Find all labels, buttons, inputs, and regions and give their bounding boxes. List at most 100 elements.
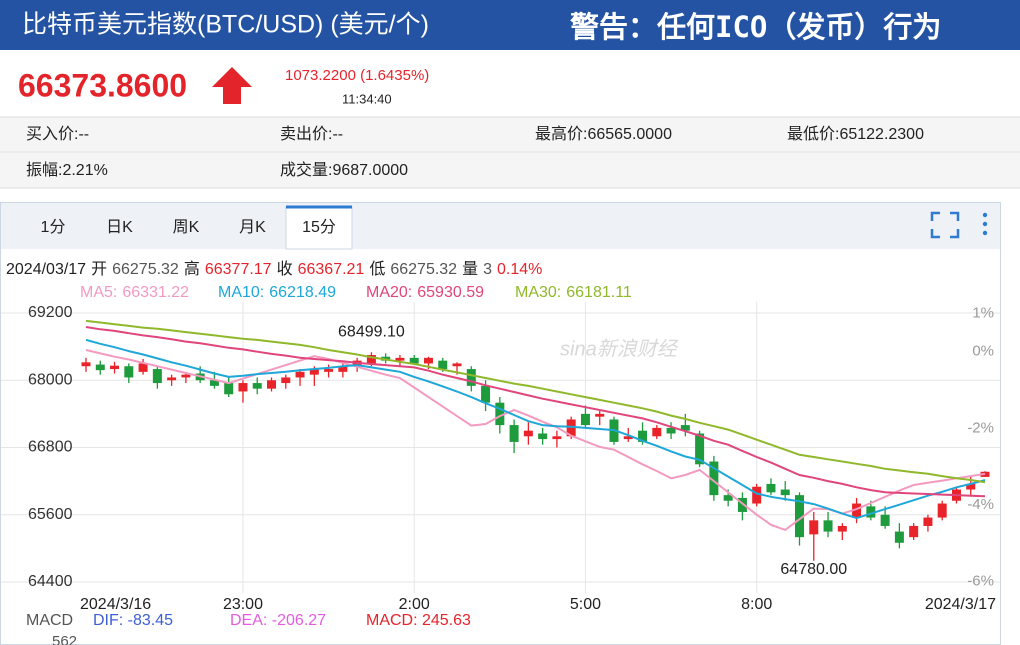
candle-body — [566, 419, 576, 437]
x-tick-label: 2024/3/16 — [80, 596, 151, 613]
y2-tick-label: -2% — [967, 419, 994, 436]
candle-body — [267, 380, 277, 389]
tab-label[interactable]: 1分 — [41, 218, 66, 236]
candle-body — [809, 520, 819, 535]
x-tick-label: 2:00 — [399, 596, 430, 613]
notice: 警告：任何ICO（发币）行为 — [570, 10, 941, 44]
bar-info-item: 低 — [369, 260, 385, 278]
x-tick-label: 5:00 — [570, 596, 601, 613]
candle-body — [438, 360, 448, 370]
legend-name: MA10: — [218, 284, 264, 301]
candle-body — [295, 371, 305, 378]
legend-name: MA30: — [515, 284, 561, 301]
candle-body — [152, 369, 162, 384]
stat: 最低价:65122.2300 — [787, 125, 924, 143]
candle-body — [366, 355, 376, 364]
x-tick-label: 8:00 — [741, 596, 772, 613]
x-tick-label: 2024/3/17 — [925, 596, 996, 613]
legend-value: 66331.22 — [122, 284, 189, 301]
stat: 振幅:2.21% — [26, 161, 108, 179]
candle-body — [81, 362, 91, 367]
candle-body — [852, 503, 862, 518]
candle-body — [652, 427, 662, 437]
candle-body — [837, 525, 847, 532]
tab-label[interactable]: 月K — [239, 219, 266, 236]
candle-body — [523, 430, 533, 437]
candle-body — [723, 495, 733, 501]
y2-tick-label: -6% — [967, 573, 994, 590]
x-tick-label: 23:00 — [223, 596, 263, 613]
bar-info-item: 66275.32 — [390, 261, 457, 278]
bar-info-item: 66367.21 — [298, 261, 365, 278]
watermark: sina新浪财经 — [560, 338, 679, 360]
candle-body — [695, 433, 705, 465]
bar-info-item: 0.14% — [497, 261, 542, 278]
tab-bar — [1, 203, 1000, 249]
bar-info-item: 开 — [91, 261, 107, 278]
candle-body — [737, 497, 747, 512]
quote-time: 11:34:40 — [342, 91, 392, 106]
candle-body — [666, 427, 676, 434]
stat: 卖出价:-- — [280, 125, 343, 143]
macd-title: MACD — [26, 612, 73, 629]
candle-body — [709, 461, 719, 496]
candle-body — [167, 377, 177, 381]
y-tick-label: 66800 — [28, 439, 73, 456]
low-annotation: 64780.00 — [780, 561, 847, 578]
candle-body — [409, 357, 419, 364]
plot: 64400 65600 66800 68000 69200 1% 0% -2% -4% -6% 20… — [1, 301, 1000, 613]
bar-info-item: 66377.17 — [205, 261, 272, 278]
bar-info-item: 3 — [483, 261, 492, 278]
candle-body — [966, 483, 976, 490]
bar-info-item: 收 — [277, 260, 293, 278]
legend-value: 66181.11 — [566, 284, 632, 301]
candle-body — [452, 363, 462, 367]
candle-body — [623, 436, 633, 440]
tab-label[interactable]: 周K — [173, 219, 200, 236]
bar-info-item: 量 — [462, 261, 478, 278]
stats: 买入价:-- 卖出价:-- 最高价:66565.0000 最低价:65122.2300… — [26, 125, 924, 179]
candle-body — [937, 503, 947, 518]
candle-body — [224, 383, 234, 395]
y-tick-label: 65600 — [28, 506, 73, 523]
candle-body — [880, 514, 890, 526]
y2-tick-label: -4% — [967, 496, 994, 513]
candle-body — [110, 365, 120, 370]
candle-body — [894, 531, 904, 543]
bar-info-item: 2024/03/17 — [6, 261, 86, 278]
candle-body — [552, 436, 562, 440]
fullscreen-icon[interactable] — [930, 211, 960, 239]
bar-info: 2024/03/17 开 66275.32 高 66377.17 收 66367.21 低 66… — [6, 260, 632, 301]
macd-dif: DIF: -83.45 — [93, 612, 173, 629]
ma-line — [85, 319, 986, 484]
candle-body — [281, 377, 291, 384]
candle-body — [638, 430, 648, 442]
candle-body — [823, 520, 833, 532]
page-title: 比特币美元指数(BTC/USD) (美元/个) — [22, 11, 429, 39]
candle-body — [124, 366, 134, 378]
active-tab — [285, 206, 353, 250]
candle-body — [509, 425, 519, 442]
stat: 最高价:66565.0000 — [535, 125, 672, 143]
candle-body — [338, 366, 348, 372]
candle-body — [466, 369, 476, 386]
candle-body — [923, 517, 933, 526]
tab-label[interactable]: 日K — [106, 219, 133, 236]
candle-body — [538, 433, 548, 440]
candle-body — [580, 413, 590, 426]
header-bar — [0, 0, 1020, 50]
y-tick-label: 64400 — [28, 573, 73, 590]
stat: 买入价:-- — [26, 125, 89, 143]
candle-body — [324, 369, 334, 372]
menu-icon[interactable] — [982, 212, 988, 236]
candle-body — [95, 364, 105, 371]
tab-label[interactable]: 15分 — [302, 218, 336, 236]
macd-value: MACD: 245.63 — [366, 612, 471, 629]
candle-body — [795, 495, 804, 538]
candle-body — [395, 357, 405, 361]
tabs: 1分 日K 周K 月K 15分 — [41, 205, 353, 250]
candle-body — [181, 374, 191, 378]
price-change: 1073.2200 (1.6435%) — [285, 67, 429, 84]
candle-body — [909, 525, 919, 538]
